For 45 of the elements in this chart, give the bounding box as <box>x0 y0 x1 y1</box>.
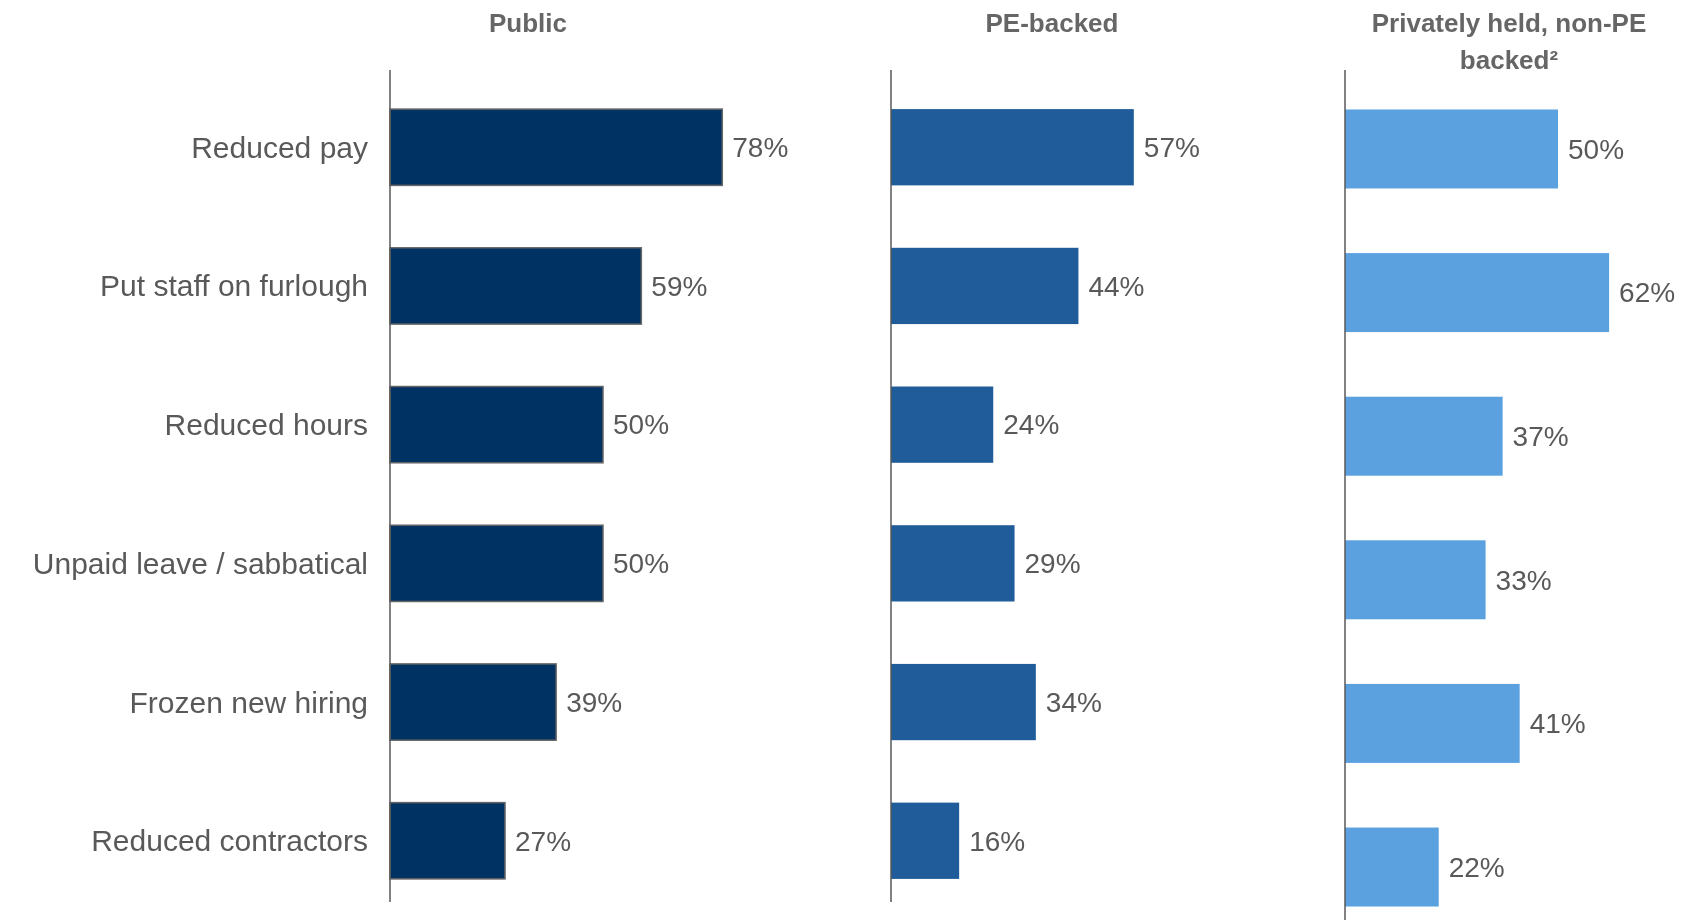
bar <box>389 247 643 325</box>
bar <box>891 802 960 879</box>
bar <box>1345 109 1558 189</box>
bar <box>891 525 1015 602</box>
chart-title: PE-backed <box>985 8 1119 38</box>
bar <box>389 385 604 464</box>
chart-title: Public <box>488 8 568 38</box>
data-label: 50% <box>1568 133 1625 165</box>
bar <box>1345 253 1610 333</box>
y-tick-label: Unpaid leave / sabbatical <box>32 546 368 580</box>
bar <box>389 524 604 603</box>
bar <box>1345 683 1520 763</box>
y-tick-label: Reduced hours <box>164 408 368 442</box>
bar <box>1345 540 1486 620</box>
bar <box>891 386 994 463</box>
data-label: 78% <box>732 132 789 164</box>
y-tick-label: Frozen new hiring <box>129 685 368 719</box>
data-label: 33% <box>1495 564 1552 596</box>
data-label: 29% <box>1024 548 1081 580</box>
bar <box>1345 396 1503 476</box>
data-label: 41% <box>1529 708 1586 740</box>
data-label: 37% <box>1512 421 1569 452</box>
data-label: 39% <box>566 686 623 718</box>
data-label: 22% <box>1448 851 1505 883</box>
y-tick-label: Reduced pay <box>191 130 368 164</box>
chart-title: Privately held, non-PE backed² <box>1371 8 1647 75</box>
data-label: 44% <box>1088 270 1145 302</box>
bar <box>891 247 1079 325</box>
data-label: 50% <box>613 548 670 580</box>
bar <box>389 663 557 741</box>
bar <box>891 663 1036 741</box>
y-tick-label: Reduced contractors <box>91 824 368 858</box>
bar <box>891 109 1134 186</box>
data-label: 24% <box>1003 409 1060 441</box>
data-label: 27% <box>515 825 572 857</box>
data-label: 34% <box>1045 686 1102 718</box>
bar <box>389 108 724 187</box>
data-label: 16% <box>969 825 1026 857</box>
bar <box>389 801 506 880</box>
data-label: 57% <box>1143 132 1200 164</box>
data-label: 62% <box>1619 277 1676 309</box>
data-label: 59% <box>651 270 708 302</box>
y-tick-label: Put staff on furlough <box>100 269 368 303</box>
bar <box>1345 827 1439 907</box>
data-label: 50% <box>613 409 670 441</box>
